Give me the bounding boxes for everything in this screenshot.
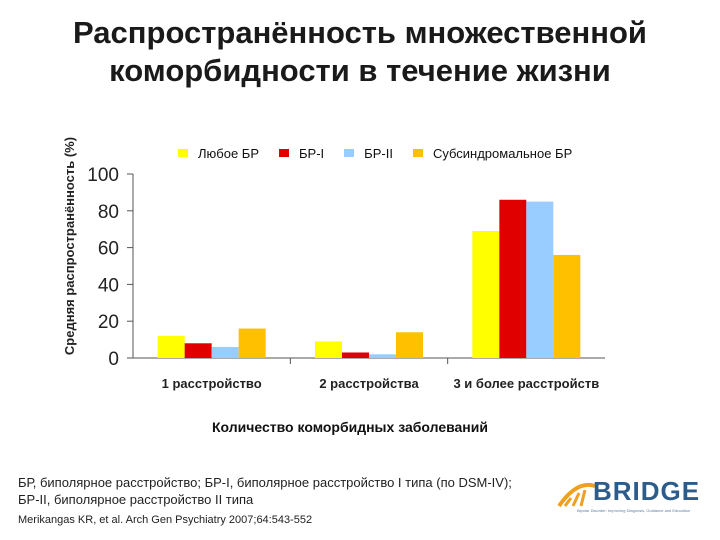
legend-label: Субсиндромальное БР [432,145,573,161]
logo-text: BRIDGE [593,476,701,506]
y-tick-label: 20 [98,312,119,333]
y-tick-label: 40 [98,275,119,296]
legend-item-any-bd: Любое БР [178,146,259,161]
legend-swatch [279,149,290,157]
bar-2-2 [342,352,369,358]
slide-title: Распространённость множественной коморби… [0,14,720,90]
bar-3-2 [499,199,527,358]
logo-subtext: Bipolar Disorder: Improving Diagnosis, G… [577,508,691,513]
legend-item-bd1: БР-I [279,146,324,161]
x-tick-label: 2 расстройства [319,376,419,391]
bar-2-3 [369,354,396,358]
legend-label: Любое БР [198,145,260,161]
title-line-2: коморбидности в течение жизни [109,53,611,88]
y-tick-label: 0 [108,349,119,370]
legend-label: БР-I [299,145,325,161]
x-axis-title: Количество коморбидных заболеваний [212,419,488,435]
bar-3-3 [526,201,554,358]
footnote-line-2: БР-II, биполярное расстройство II типа [18,492,254,507]
legend-swatch [344,149,355,157]
bar-1-4 [238,328,266,358]
legend-item-bd2: БР-II [344,146,393,161]
legend-swatch [178,149,188,157]
bar-2-1 [315,341,342,358]
chart-legend: Любое БР БР-I БР-II Субсиндромальное БР [178,144,592,162]
footnote-line-1: БР, биполярное расстройство; БР-I, бипол… [18,475,512,490]
bar-3-1 [472,231,500,358]
legend-item-subthreshold: Субсиндромальное БР [412,145,573,161]
y-tick-label: 60 [98,239,119,260]
y-tick-label: 100 [87,165,119,186]
legend-label: БР-II [364,145,393,161]
bar-2-4 [396,332,423,358]
title-line-1: Распространённость множественной [73,15,647,50]
bar-1-1 [157,335,185,358]
footnote: БР, биполярное расстройство; БР-I, бипол… [18,474,578,508]
y-tick-label: 80 [98,202,119,223]
bar-1-2 [184,343,212,358]
x-tick-label: 3 и более расстройств [453,376,599,391]
bar-3-4 [553,254,581,358]
x-tick-label: 1 расстройство [162,376,262,391]
logo-bridge-icon [557,483,596,508]
bar-1-3 [211,346,239,358]
y-axis-title: Средняя распространённость (%) [62,137,77,355]
citation: Merikangas KR, et al. Arch Gen Psychiatr… [18,514,313,526]
bridge-logo: BRIDGE Bipolar Disorder: Improving Diagn… [555,474,705,520]
legend-swatch [412,149,423,157]
